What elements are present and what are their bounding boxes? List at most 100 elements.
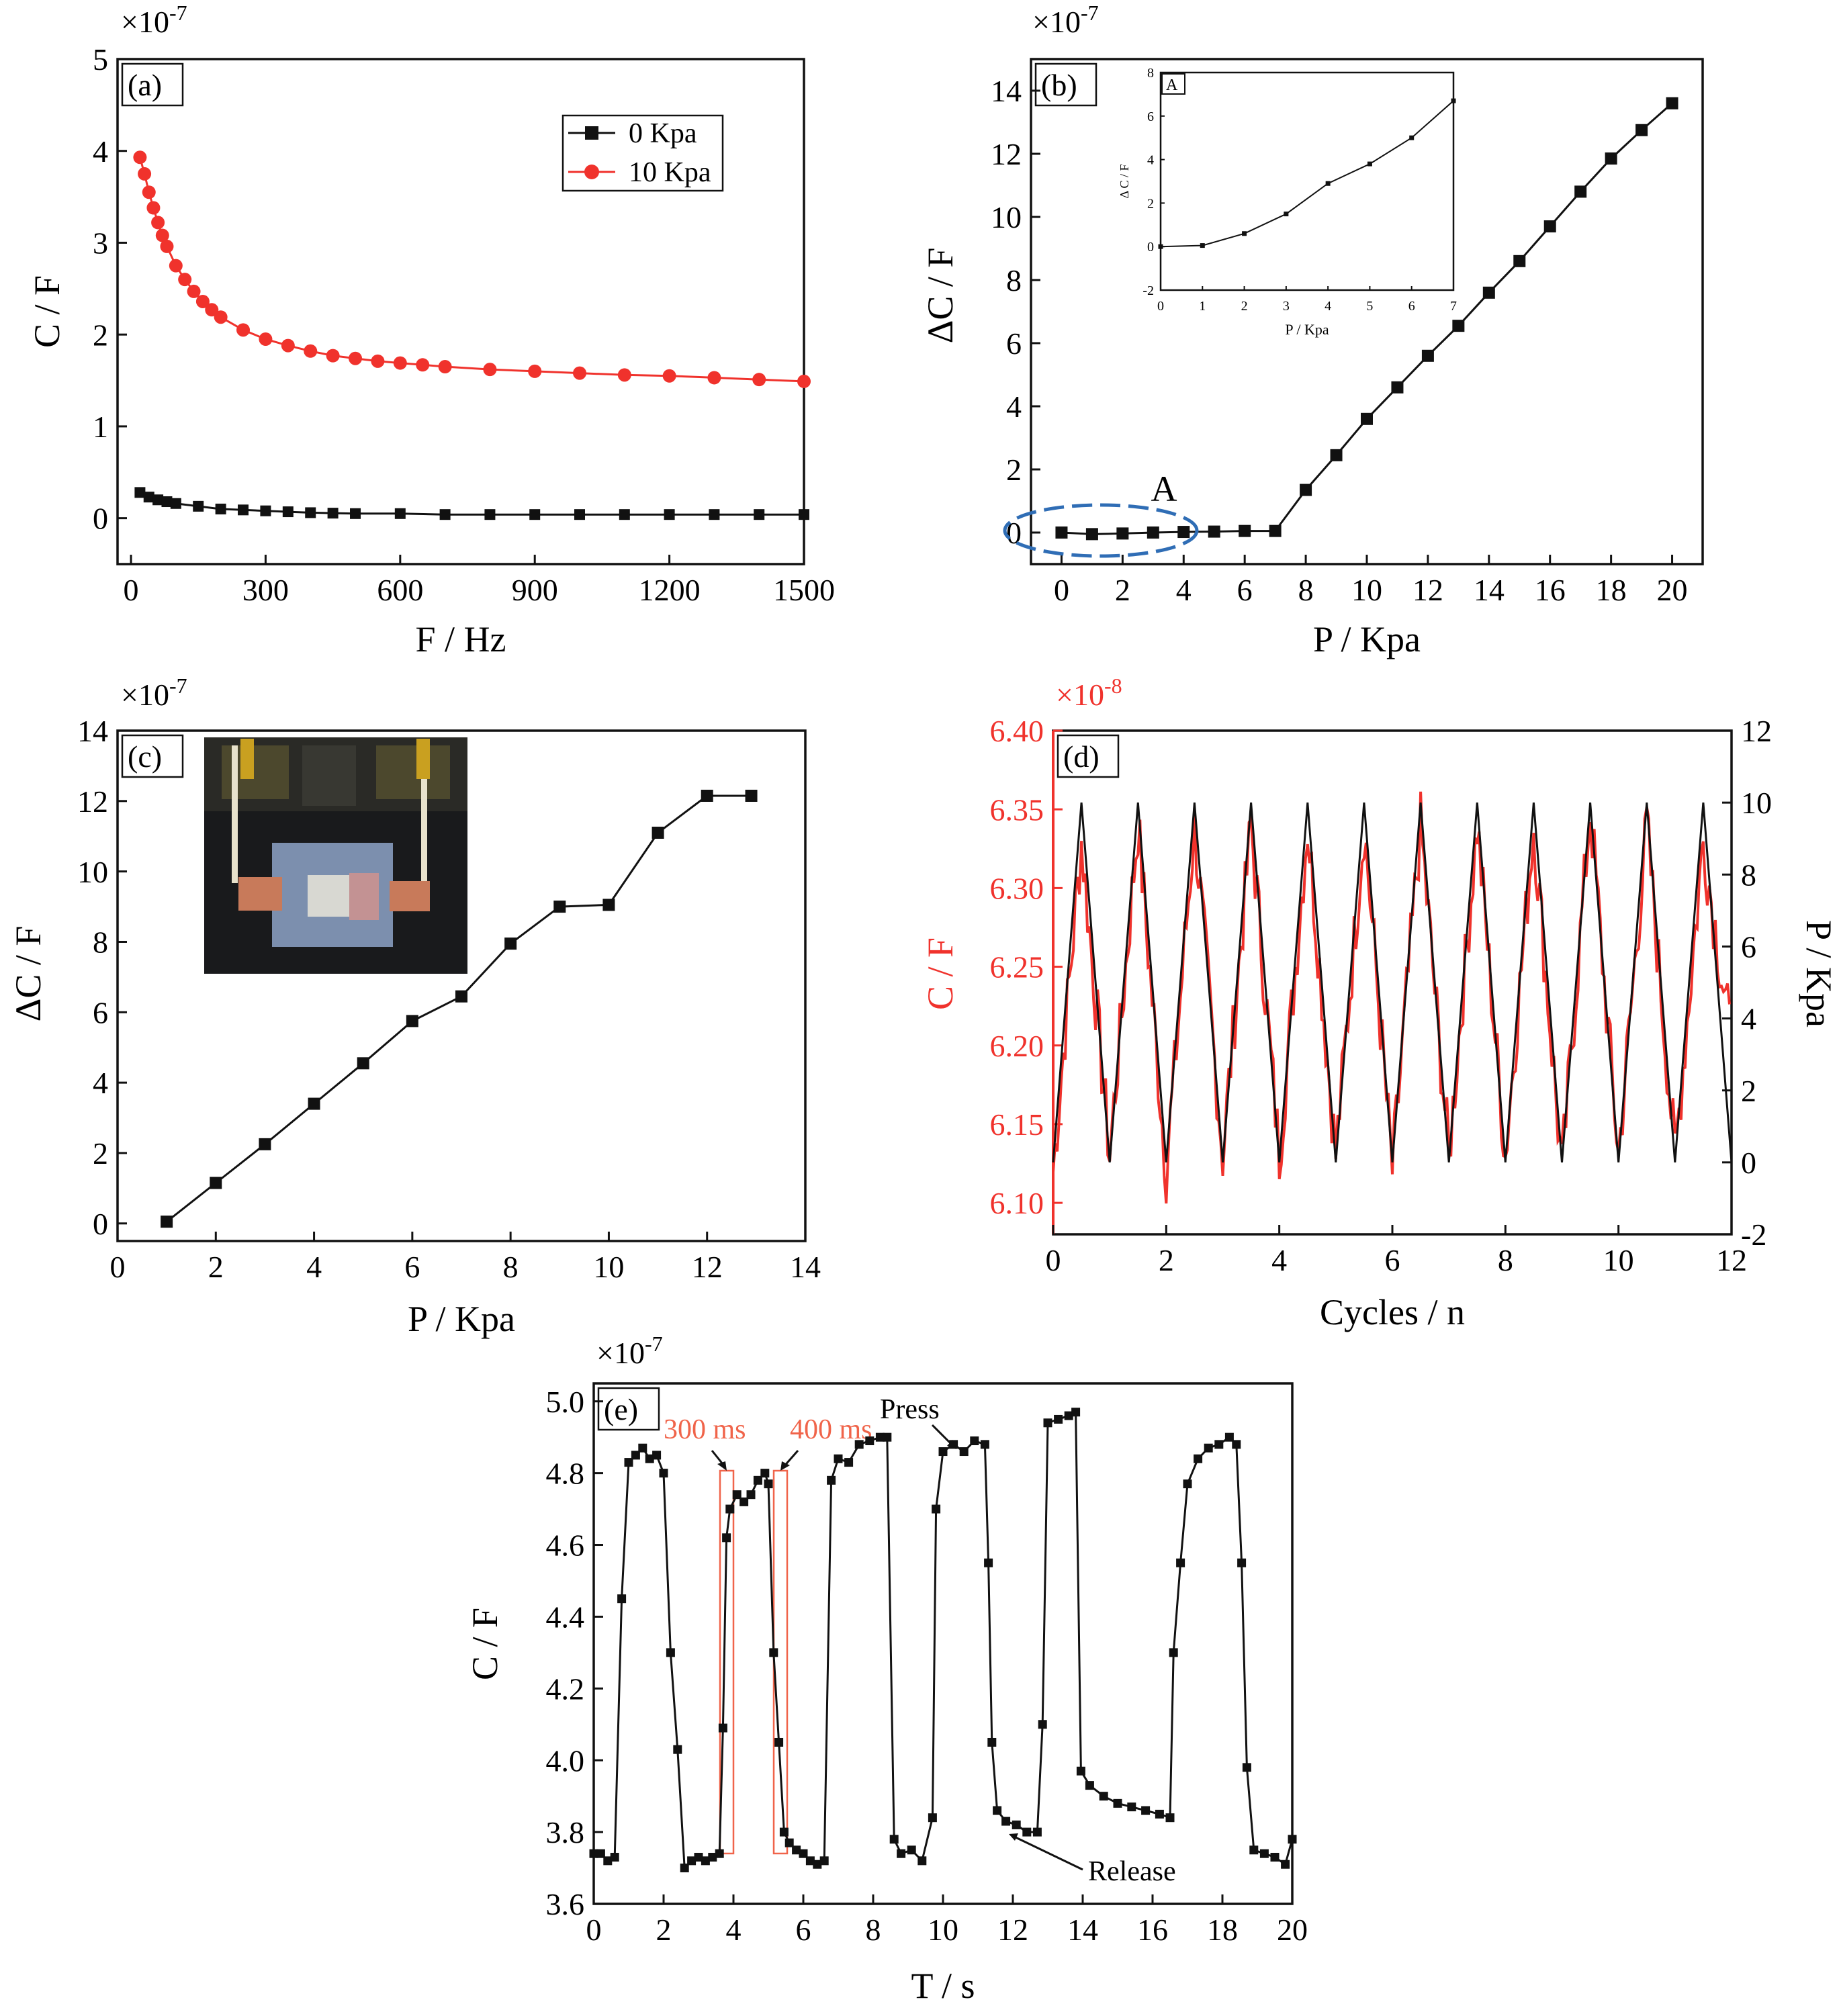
inset-x-tick-label: 6 [1408, 299, 1415, 314]
series-0kpa-point [484, 509, 496, 520]
series-10kpa-point [160, 239, 174, 253]
y-tick-label: 6.40 [990, 714, 1044, 748]
panel-d-data [1052, 791, 1733, 1204]
series-b-point [1208, 525, 1220, 538]
x-tick-label: 0 [586, 1913, 602, 1947]
series-b-point [1482, 286, 1495, 299]
y-tick-label: 4.4 [546, 1600, 585, 1635]
series-e-point [1076, 1766, 1085, 1776]
x-tick-label: 18 [1596, 573, 1627, 607]
y-tick-label: 4 [93, 1066, 108, 1100]
inset-data [1158, 98, 1456, 249]
photo-clip-left [240, 739, 254, 779]
panel-c-label-box [121, 734, 184, 778]
y-tick-label: 4.2 [546, 1671, 585, 1706]
panel-a-x-ticks: 0 300 600 900 1200 1500 [124, 555, 835, 607]
photo-tape-right [376, 745, 450, 799]
series-0kpa-point [709, 509, 720, 520]
series-e-point [792, 1845, 801, 1855]
x-tick-label: 12 [692, 1250, 723, 1284]
y-tick-label: 6.15 [990, 1107, 1044, 1142]
series-10kpa-point [662, 369, 676, 383]
series-e-point [907, 1845, 916, 1855]
x-tick-label: 10 [593, 1250, 624, 1284]
series-10kpa-point [205, 303, 219, 317]
panel-b-label-box [1034, 62, 1097, 107]
y-tick-label: 4.6 [546, 1528, 585, 1563]
inset-series-point [1200, 243, 1205, 248]
series-e-point [722, 1533, 731, 1543]
series-c-point [210, 1177, 222, 1189]
series-e-point [1214, 1440, 1224, 1449]
y-tick-label: 12 [1741, 714, 1772, 748]
inset-y-tick-label: 2 [1147, 196, 1154, 211]
y-tick-label: 2 [1741, 1074, 1756, 1108]
y-tick-label: 12 [77, 784, 108, 819]
x-tick-label: 0 [1054, 573, 1069, 607]
series-e-point [875, 1432, 885, 1442]
series-c-point [259, 1138, 271, 1150]
x-tick-label: 2 [656, 1913, 672, 1947]
series-b-point [1361, 412, 1373, 425]
press-release-annotations: Press Release [880, 1394, 1176, 1887]
series-10kpa-point [146, 201, 161, 215]
inset-x-tick-label: 5 [1366, 299, 1373, 314]
y-tick-label: 8 [1741, 858, 1756, 892]
series-0kpa-point [350, 508, 361, 519]
series-10kpa-point [617, 368, 631, 382]
series-b-point [1513, 255, 1526, 267]
x-tick-label: 6 [1237, 573, 1253, 607]
x-tick-label: 1500 [773, 573, 835, 607]
x-tick-label: 12 [1716, 1243, 1747, 1277]
series-10kpa-point [752, 373, 766, 387]
y-tick-label: 1 [93, 410, 108, 444]
series-b-point [1605, 152, 1617, 165]
series-10kpa-point [142, 185, 156, 199]
x-tick-label: 6 [404, 1250, 420, 1284]
panel-a-data [133, 150, 811, 520]
x-tick-label: 14 [1067, 1913, 1098, 1947]
y-tick-label: 5 [93, 42, 108, 77]
series-0kpa-point [754, 509, 765, 520]
series-c-point [504, 937, 517, 950]
x-tick-label: 2 [1159, 1243, 1174, 1277]
x-tick-label: 16 [1137, 1913, 1168, 1947]
panel-a-frame [116, 58, 805, 565]
response-300ms-label: 300 ms [664, 1414, 746, 1445]
series-e-point [883, 1432, 892, 1442]
panel-e-x-label: T / s [911, 1966, 975, 2006]
region-a-ellipse [1003, 503, 1199, 558]
series-e-point [596, 1849, 605, 1858]
series-e-point [970, 1436, 979, 1446]
x-tick-label: 10 [1603, 1243, 1634, 1277]
photo-sensor-pad [308, 875, 349, 917]
inset-y-tick-label: 6 [1147, 109, 1154, 124]
series-e-point [1249, 1845, 1259, 1855]
x-tick-label: 16 [1535, 573, 1566, 607]
series-e-point [1071, 1408, 1081, 1417]
series-c-point [357, 1057, 369, 1070]
series-10kpa-point [483, 363, 497, 377]
series-e-point [760, 1469, 770, 1478]
series-10kpa-point [416, 358, 430, 372]
series-e-point [1281, 1860, 1290, 1869]
series-e-point [725, 1504, 735, 1514]
press-arrowhead [947, 1440, 956, 1449]
series-e-point [718, 1723, 727, 1733]
inset-y-tick-label: -2 [1142, 283, 1154, 298]
inset-x-tick-label: 3 [1283, 299, 1290, 314]
x-tick-label: 300 [242, 573, 289, 607]
release-400ms-box [772, 1469, 789, 1855]
series-e-point [694, 1853, 703, 1862]
series-e-point [987, 1737, 997, 1747]
inset-label: A [1166, 77, 1178, 94]
y-tick-label: 12 [991, 137, 1022, 171]
panel-d-y-label-right: P / Kpa [1799, 920, 1839, 1027]
series-e-point [673, 1745, 682, 1754]
y-tick-label: 2 [1006, 453, 1022, 487]
series-e-point [784, 1838, 794, 1847]
series-e-point [687, 1856, 697, 1866]
series-e-point [928, 1813, 937, 1823]
series-10kpa-point [349, 351, 363, 365]
